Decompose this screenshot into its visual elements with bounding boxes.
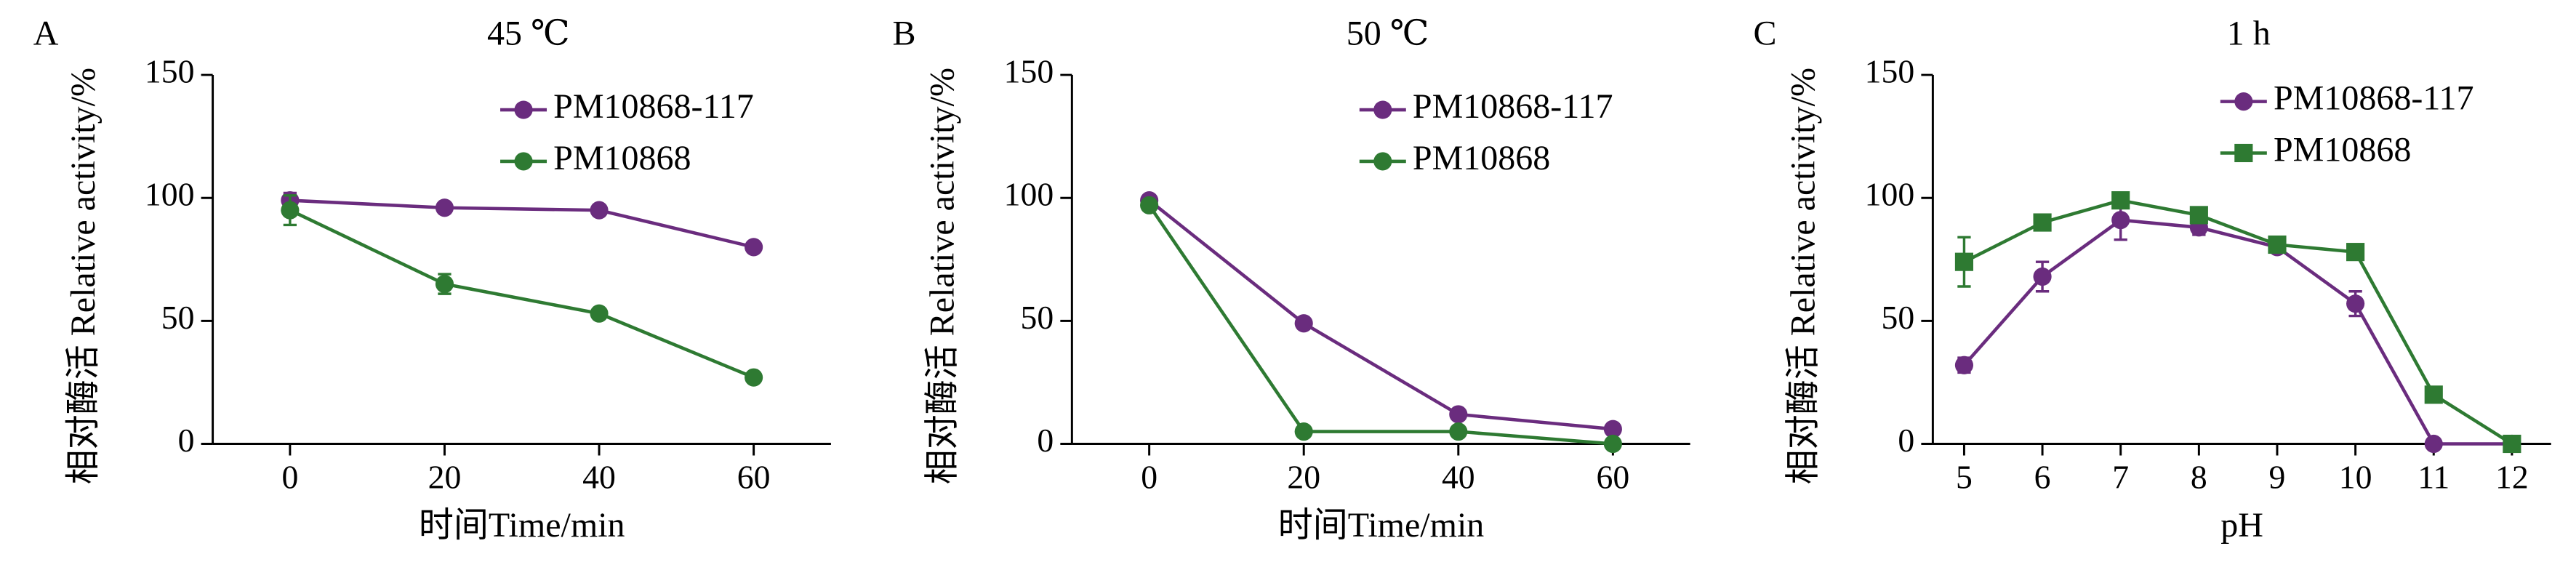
series-line xyxy=(289,209,755,380)
x-axis-label: pH xyxy=(2220,506,2263,545)
legend-label: PM10868-117 xyxy=(1413,87,1613,126)
legend-marker xyxy=(2234,92,2253,111)
y-tick-label: 100 xyxy=(145,176,195,213)
legend-marker xyxy=(1373,152,1392,171)
y-tick-label: 100 xyxy=(1865,176,1915,213)
legend-marker xyxy=(2234,143,2253,163)
marker xyxy=(1954,252,1974,271)
x-tick-label: 5 xyxy=(1956,458,1973,495)
marker xyxy=(1954,356,1974,374)
legend-marker xyxy=(514,100,533,119)
marker xyxy=(2503,434,2521,454)
x-tick-label: 10 xyxy=(2339,458,2372,495)
marker xyxy=(1294,314,1313,333)
series-line xyxy=(289,198,755,249)
series-line xyxy=(1147,204,1613,446)
marker xyxy=(1294,422,1313,441)
y-tick-label: 0 xyxy=(1037,422,1054,459)
x-tick-label: 6 xyxy=(2034,458,2051,495)
x-tick-label: 9 xyxy=(2269,458,2286,495)
x-tick-label: 11 xyxy=(2417,458,2449,495)
x-tick-label: 40 xyxy=(1442,458,1475,495)
marker xyxy=(2033,267,2052,286)
legend-label: PM10868 xyxy=(2274,131,2411,169)
legend-marker xyxy=(514,152,533,171)
y-axis-label: 相对酶活 Relative activity/% xyxy=(1784,68,1823,484)
legend-label: PM10868 xyxy=(1413,139,1550,177)
marker xyxy=(435,275,454,294)
x-tick-label: 12 xyxy=(2495,458,2529,495)
y-tick-label: 50 xyxy=(161,299,195,336)
legend-label: PM10868 xyxy=(553,139,691,177)
x-tick-label: 0 xyxy=(1141,458,1157,495)
marker xyxy=(2111,211,2130,230)
legend-label: PM10868-117 xyxy=(553,87,754,126)
y-tick-label: 50 xyxy=(1882,299,1915,336)
panel-label: B xyxy=(892,15,915,53)
y-tick-label: 0 xyxy=(178,422,195,459)
marker xyxy=(2189,206,2208,225)
marker xyxy=(590,304,609,323)
marker xyxy=(1603,420,1622,438)
x-tick-label: 40 xyxy=(582,458,616,495)
marker xyxy=(1449,405,1468,424)
x-tick-label: 20 xyxy=(428,458,462,495)
x-axis-label: 时间Time/min xyxy=(419,506,625,545)
legend-label: PM10868-117 xyxy=(2274,79,2474,118)
chart-title: 50 ℃ xyxy=(1347,15,1429,53)
x-axis-label: 时间Time/min xyxy=(1278,506,1485,545)
marker xyxy=(745,368,763,387)
marker xyxy=(2346,243,2365,262)
chart-title: 45 ℃ xyxy=(487,15,570,53)
y-tick-label: 150 xyxy=(145,53,195,90)
series-line xyxy=(1962,218,2512,446)
y-tick-label: 150 xyxy=(1865,53,1915,90)
marker xyxy=(745,238,763,257)
marker xyxy=(2111,191,2130,210)
x-tick-label: 60 xyxy=(737,458,771,495)
legend-marker xyxy=(1373,100,1392,119)
series-line xyxy=(1148,198,1613,431)
marker xyxy=(590,201,609,220)
y-axis-label: 相对酶活 Relative activity/% xyxy=(64,68,103,484)
panel-label: A xyxy=(33,15,59,53)
panel-label: C xyxy=(1754,15,1777,53)
x-tick-label: 7 xyxy=(2112,458,2129,495)
x-tick-label: 60 xyxy=(1597,458,1630,495)
marker xyxy=(1449,422,1468,441)
marker xyxy=(2268,235,2287,254)
marker xyxy=(2424,385,2443,404)
y-tick-label: 0 xyxy=(1898,422,1914,459)
marker xyxy=(2424,434,2443,454)
y-tick-label: 50 xyxy=(1020,299,1054,336)
marker xyxy=(2033,213,2052,232)
series-line xyxy=(1963,198,2513,446)
marker xyxy=(2346,294,2365,313)
y-tick-label: 150 xyxy=(1004,53,1054,90)
y-axis-label: 相对酶活 Relative activity/% xyxy=(923,68,962,484)
x-tick-label: 0 xyxy=(281,458,298,495)
marker xyxy=(435,198,454,217)
marker xyxy=(1603,434,1622,454)
marker xyxy=(281,201,300,220)
marker xyxy=(1140,196,1159,214)
chart-title: 1 h xyxy=(2227,15,2271,53)
x-tick-label: 20 xyxy=(1287,458,1320,495)
y-tick-label: 100 xyxy=(1004,176,1054,213)
x-tick-label: 8 xyxy=(2191,458,2207,495)
